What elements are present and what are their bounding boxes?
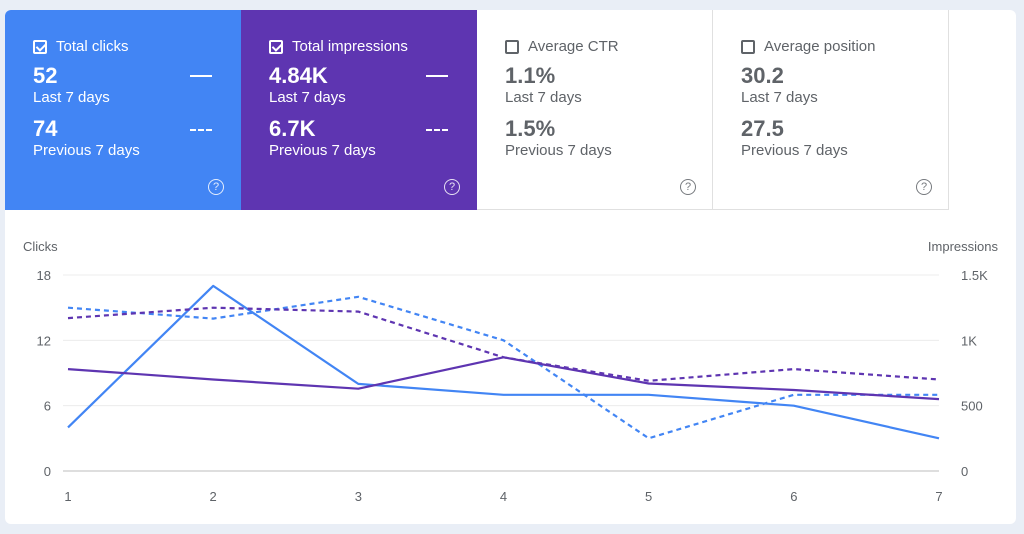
card-label: Total impressions [292,38,408,55]
previous-value: 6.7K [269,116,316,141]
dashed-line-legend-icon [426,129,448,131]
help-circle-icon[interactable]: ? [680,179,696,195]
previous-label: Previous 7 days [741,142,848,159]
y-axis-right-label: Impressions [928,239,999,254]
y-tick-right: 0 [961,464,968,479]
series-line-right-solid[interactable] [67,356,940,401]
series-line-right-dashed[interactable] [67,306,940,382]
y-tick-right: 500 [961,399,983,414]
y-tick-right: 1.5K [961,268,988,283]
previous-value: 74 [33,116,58,141]
x-tick: 4 [500,489,507,504]
y-axis-left-label: Clicks [23,239,58,254]
previous-label: Previous 7 days [269,142,376,159]
previous-label: Previous 7 days [33,142,140,159]
card-label: Average position [764,38,876,55]
y-tick-left: 6 [44,399,51,414]
card-header: Average position [741,38,948,55]
performance-panel: Total clicks 52 Last 7 days 74 Previous … [5,10,1016,524]
solid-line-legend-icon [426,75,448,77]
x-tick: 3 [355,489,362,504]
previous-value: 1.5% [505,116,556,141]
current-label: Last 7 days [269,89,346,106]
current-value: 52 [33,63,58,88]
card-average-position[interactable]: Average position 30.2 Last 7 days 27.5 P… [713,10,949,210]
card-header: Total impressions [269,38,476,55]
y-tick-left: 12 [37,333,51,348]
x-tick: 5 [645,489,652,504]
metric-cards: Total clicks 52 Last 7 days 74 Previous … [5,10,949,210]
y-tick-right: 1K [961,333,977,348]
card-total-impressions[interactable]: Total impressions 4.84K Last 7 days 6.7K… [241,10,477,210]
solid-line-legend-icon [190,75,212,77]
card-label: Average CTR [528,38,619,55]
y-tick-left: 0 [44,464,51,479]
x-tick: 2 [210,489,217,504]
previous-label: Previous 7 days [505,142,612,159]
checkbox-icon[interactable] [741,39,755,54]
checkbox-icon[interactable] [33,39,47,54]
card-header: Total clicks [33,38,240,55]
series-line-left-dashed[interactable] [67,295,939,440]
card-label: Total clicks [56,38,129,55]
help-circle-icon[interactable]: ? [444,179,460,195]
current-value: 4.84K [269,63,328,88]
current-label: Last 7 days [33,89,110,106]
card-total-clicks[interactable]: Total clicks 52 Last 7 days 74 Previous … [5,10,241,210]
dashed-line-legend-icon [190,129,212,131]
previous-value: 27.5 [741,116,784,141]
help-circle-icon[interactable]: ? [208,179,224,195]
y-tick-left: 18 [37,268,51,283]
checkbox-icon[interactable] [269,39,283,54]
help-circle-icon[interactable]: ? [916,179,932,195]
current-value: 1.1% [505,63,556,88]
x-tick: 6 [790,489,797,504]
card-header: Average CTR [505,38,712,55]
x-tick: 7 [935,489,942,504]
current-value: 30.2 [741,63,784,88]
current-label: Last 7 days [505,89,582,106]
x-tick: 1 [64,489,71,504]
series-line-left-solid[interactable] [67,284,940,440]
card-average-ctr[interactable]: Average CTR 1.1% Last 7 days 1.5% Previo… [477,10,713,210]
current-label: Last 7 days [741,89,818,106]
checkbox-icon[interactable] [505,39,519,54]
